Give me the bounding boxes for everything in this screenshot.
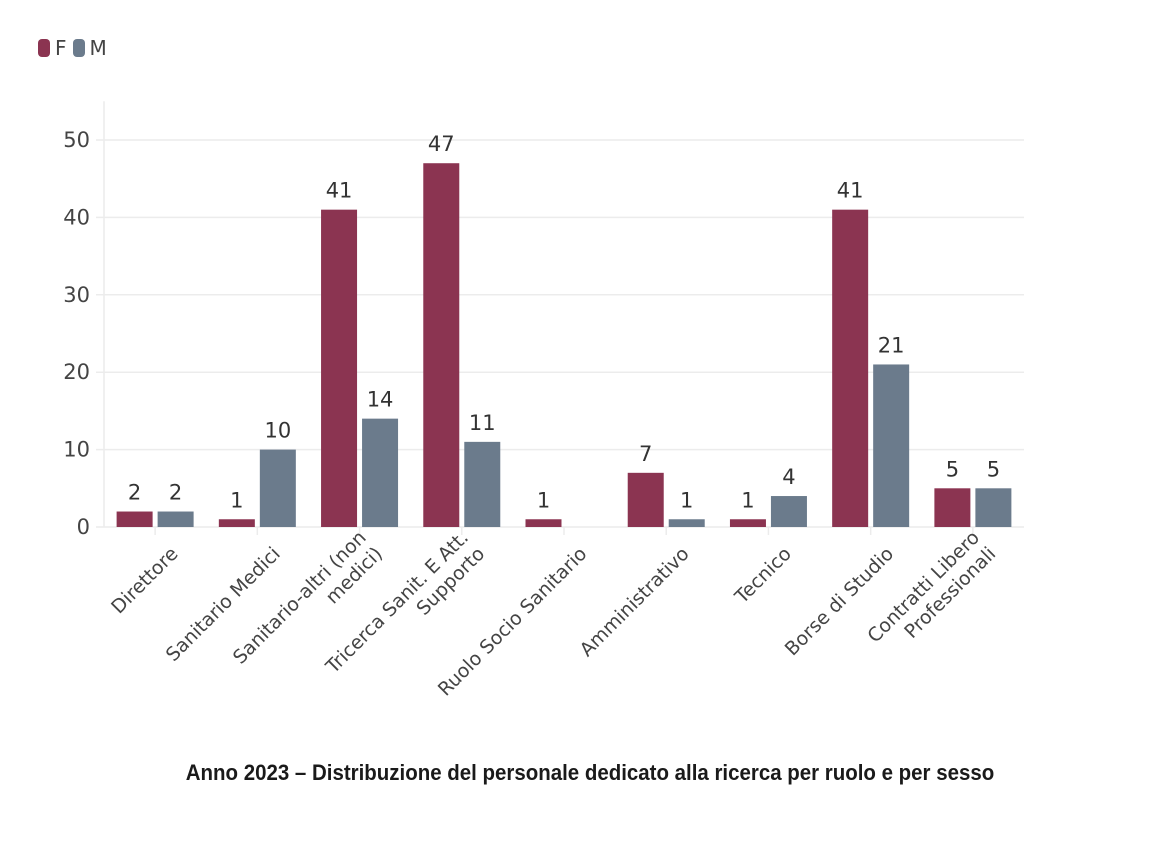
bar-f [729,519,766,527]
x-tick-label-group: Sanitario Medici [162,543,285,666]
y-tick-label: 10 [63,438,90,462]
bar-f [934,488,971,527]
data-label: 2 [128,481,141,505]
data-label: 47 [428,132,455,156]
data-label: 2 [169,481,182,505]
legend-swatch-m [72,39,85,57]
data-label: 11 [469,411,496,435]
bar-f [627,472,664,527]
legend-item-m[interactable]: M [72,36,107,60]
legend-label-f: F [55,36,67,60]
data-label: 1 [537,488,550,512]
bar-f [218,519,255,527]
bar-m [770,496,807,527]
x-tick-label-group: Tecnico [730,543,796,609]
data-label: 4 [782,465,795,489]
x-tick-label: Tecnico [730,543,796,609]
x-tick-label-group: Direttore [107,543,182,618]
bar-f [525,519,562,527]
chart-caption: Anno 2023 – Distribuzione del personale … [185,760,995,785]
y-tick-labels: 0 10 20 30 40 50 [63,128,90,539]
y-tick-label: 20 [63,360,90,384]
x-tick-label: Sanitario Medici [162,543,285,666]
x-tick-label: Amministrativo [576,543,694,661]
bar-m [259,449,296,527]
data-label: 41 [837,179,864,203]
bars [116,163,1012,527]
y-tick-label: 30 [63,283,90,307]
bar-m [464,441,501,527]
data-label: 5 [946,457,959,481]
legend-label-m: M [89,36,107,60]
x-tick-label: Direttore [107,543,182,618]
y-tick-label: 40 [63,205,90,229]
x-tick-label-group: Amministrativo [576,543,694,661]
axes [103,101,974,535]
bar-f [832,209,869,527]
data-label: 1 [741,488,754,512]
y-tick-label: 0 [77,515,90,539]
data-label: 14 [367,388,394,412]
bar-m [157,511,194,527]
bar-f [116,511,153,527]
bar-f [423,163,460,527]
y-tick-label: 50 [63,128,90,152]
bar-m [362,418,399,527]
bar-m [873,364,910,527]
data-label: 1 [680,488,693,512]
bar-m [668,519,705,527]
data-label: 5 [987,457,1000,481]
legend-swatch-f [38,39,50,57]
data-label: 1 [230,488,243,512]
data-label: 10 [264,419,291,443]
data-label: 21 [878,333,905,357]
data-label: 41 [326,179,353,203]
bar-f [321,209,358,527]
legend: F M [38,36,113,60]
bar-m [975,488,1012,527]
data-label: 7 [639,442,652,466]
legend-item-f[interactable]: F [38,36,67,60]
